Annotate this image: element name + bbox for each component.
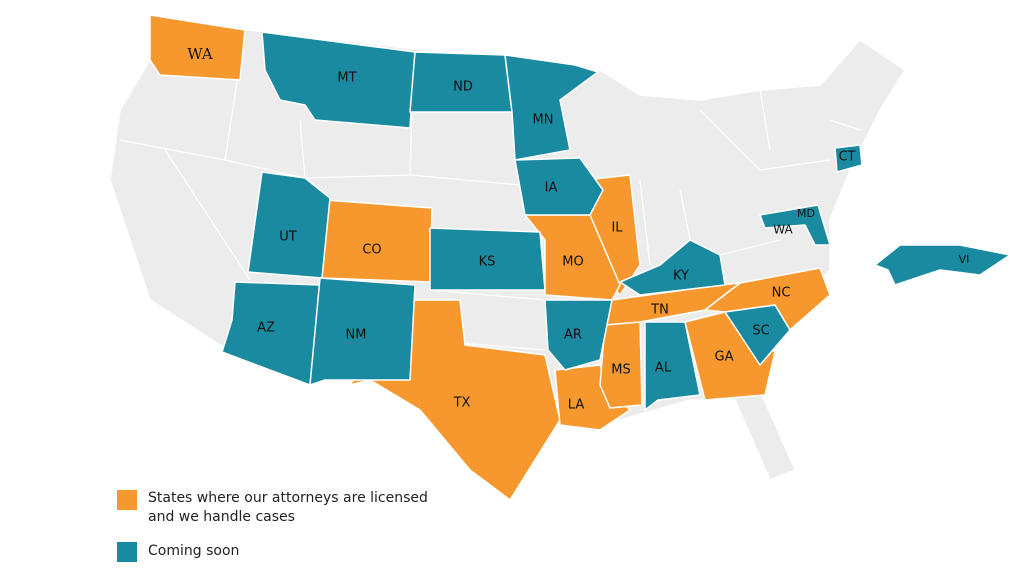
island — [874, 244, 1011, 286]
state-label: MO — [562, 255, 583, 270]
state — [759, 204, 831, 246]
state-label: IL — [611, 221, 623, 236]
legend-label: Coming soon — [148, 543, 239, 559]
state — [619, 239, 726, 296]
state-label: CT — [838, 150, 855, 165]
state-label: KY — [673, 269, 689, 284]
state — [834, 144, 863, 173]
legend: States where our attorneys are licensed … — [117, 490, 428, 562]
state-label: NM — [346, 328, 367, 343]
state — [644, 321, 701, 411]
state — [724, 304, 791, 366]
state-label: MT — [337, 71, 356, 86]
state-label: AZ — [257, 321, 275, 336]
state-label: MN — [533, 113, 554, 128]
state-label: AR — [564, 328, 582, 343]
legend-label: States where our attorneys are licensed — [148, 490, 428, 506]
state-label: LA — [568, 398, 585, 413]
state-label: CO — [362, 243, 381, 258]
state — [221, 281, 321, 386]
state-label: AL — [655, 361, 672, 376]
state-label: NC — [772, 286, 791, 301]
state — [429, 227, 546, 291]
legend-swatch — [117, 490, 137, 510]
state-label: GA — [715, 350, 734, 365]
legend-swatch — [117, 542, 137, 562]
state-borders — [119, 29, 861, 401]
state — [309, 277, 416, 386]
state-label: TN — [650, 303, 669, 318]
state-label: MS — [611, 363, 630, 378]
state-label: ND — [453, 80, 473, 95]
legend-label: and we handle cases — [148, 509, 295, 525]
state-label: UT — [279, 230, 297, 245]
state-label: SC — [752, 324, 769, 339]
state-label: VI — [959, 253, 970, 266]
state-label: TX — [453, 396, 471, 411]
state — [149, 14, 246, 81]
state — [544, 299, 613, 371]
state-label: WA — [773, 223, 793, 237]
state-label: MD — [797, 207, 815, 220]
state-label: IA — [545, 181, 558, 196]
state — [554, 364, 631, 431]
state — [321, 199, 433, 283]
state — [514, 157, 604, 216]
state — [247, 171, 331, 279]
state — [504, 54, 599, 161]
state-label: WA — [187, 45, 213, 63]
state-labels: WA CO IL MO TX LA MS TN GA NC MT ND MN I… — [187, 45, 969, 413]
state-label: KS — [479, 255, 496, 270]
